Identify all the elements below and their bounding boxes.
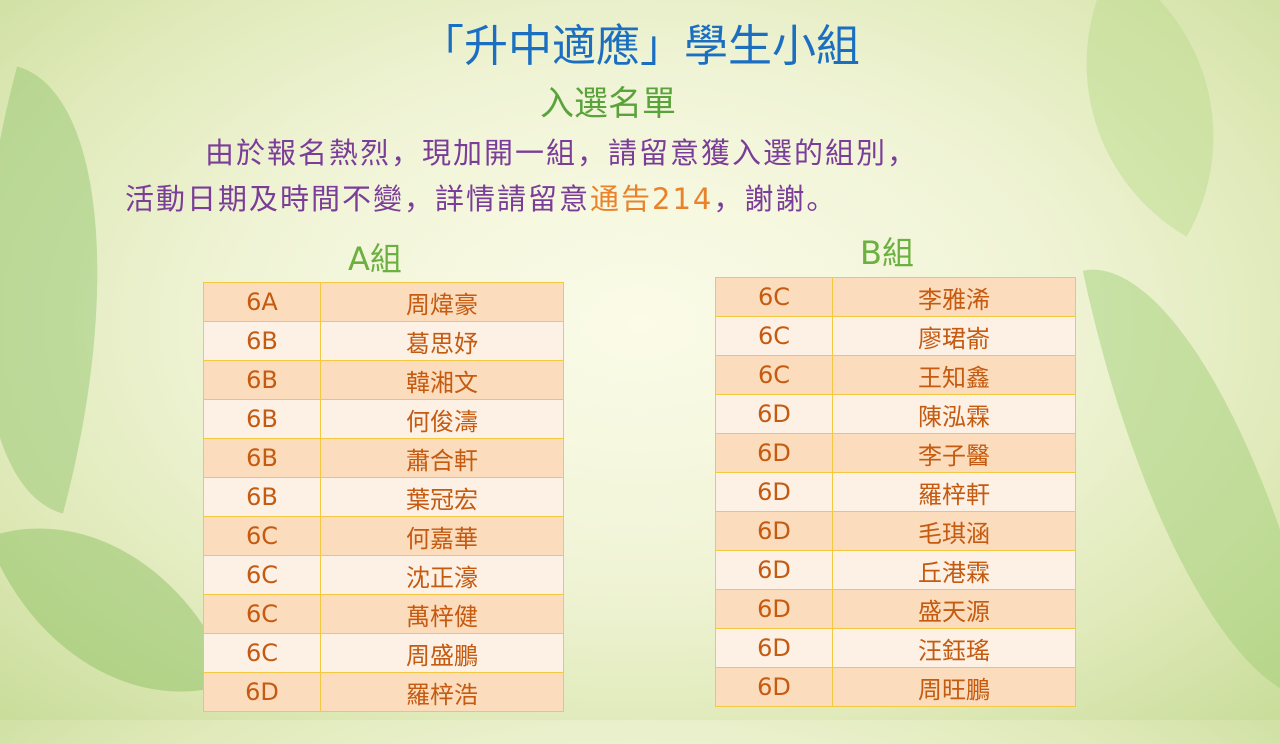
class-cell: 6B <box>203 360 321 400</box>
name-cell: 陳泓霖 <box>832 394 1076 434</box>
table-row: 6A 周煒豪 <box>203 282 564 322</box>
class-cell: 6D <box>715 394 833 434</box>
name-cell: 毛琪涵 <box>832 511 1076 551</box>
name-cell: 李子醫 <box>832 433 1076 473</box>
name-cell: 周盛鵬 <box>320 633 564 673</box>
table-row: 6D 丘港霖 <box>715 550 1076 590</box>
name-cell: 盛天源 <box>832 589 1076 629</box>
table-row: 6C 王知鑫 <box>715 355 1076 395</box>
table-row: 6C 何嘉華 <box>203 516 564 556</box>
notice-text: 活動日期及時間不變，詳情請留意 <box>125 182 591 216</box>
class-cell: 6C <box>203 516 321 556</box>
name-cell: 周煒豪 <box>320 282 564 322</box>
group-b-table: 6C 李雅浠 6C 廖珺嵛 6C 王知鑫 6D 陳泓霖 6D 李子醫 6D 羅梓軒 6D 毛琪涵 6D 丘港霖… <box>715 277 1076 707</box>
name-cell: 何俊濤 <box>320 399 564 439</box>
group-a-label: A組 <box>348 240 402 278</box>
class-cell: 6D <box>715 589 833 629</box>
table-row: 6D 盛天源 <box>715 589 1076 629</box>
notice-text-end: ，謝謝。 <box>713 182 838 216</box>
class-cell: 6D <box>715 550 833 590</box>
table-row: 6D 李子醫 <box>715 433 1076 473</box>
class-cell: 6C <box>715 316 833 356</box>
notice-line-1: 由於報名熱烈，現加開一組，請留意獲入選的組別， <box>205 136 919 170</box>
name-cell: 李雅浠 <box>832 277 1076 317</box>
class-cell: 6C <box>203 594 321 634</box>
class-cell: 6C <box>203 555 321 595</box>
table-row: 6D 毛琪涵 <box>715 511 1076 551</box>
table-row: 6C 廖珺嵛 <box>715 316 1076 356</box>
table-row: 6C 萬梓健 <box>203 594 564 634</box>
class-cell: 6B <box>203 477 321 517</box>
class-cell: 6D <box>715 433 833 473</box>
name-cell: 廖珺嵛 <box>832 316 1076 356</box>
table-row: 6B 韓湘文 <box>203 360 564 400</box>
table-row: 6D 周旺鵬 <box>715 667 1076 707</box>
notice-line-2: 活動日期及時間不變，詳情請留意通告214，謝謝。 <box>125 176 837 218</box>
name-cell: 沈正濠 <box>320 555 564 595</box>
table-row: 6B 蕭合軒 <box>203 438 564 478</box>
name-cell: 汪鈺瑤 <box>832 628 1076 668</box>
name-cell: 羅梓浩 <box>320 672 564 712</box>
class-cell: 6D <box>203 672 321 712</box>
class-cell: 6C <box>715 277 833 317</box>
class-cell: 6B <box>203 438 321 478</box>
class-cell: 6C <box>715 355 833 395</box>
class-cell: 6B <box>203 321 321 361</box>
class-cell: 6D <box>715 472 833 512</box>
class-cell: 6C <box>203 633 321 673</box>
table-row: 6B 葛思妤 <box>203 321 564 361</box>
notice-reference: 通告214 <box>590 182 714 216</box>
table-row: 6D 陳泓霖 <box>715 394 1076 434</box>
name-cell: 王知鑫 <box>832 355 1076 395</box>
name-cell: 蕭合軒 <box>320 438 564 478</box>
name-cell: 丘港霖 <box>832 550 1076 590</box>
class-cell: 6A <box>203 282 321 322</box>
group-b-label: B組 <box>860 234 914 272</box>
name-cell: 韓湘文 <box>320 360 564 400</box>
page-title: 「升中適應」學生小組 <box>420 21 860 72</box>
table-row: 6D 汪鈺瑤 <box>715 628 1076 668</box>
name-cell: 葛思妤 <box>320 321 564 361</box>
table-row: 6C 李雅浠 <box>715 277 1076 317</box>
name-cell: 周旺鵬 <box>832 667 1076 707</box>
name-cell: 羅梓軒 <box>832 472 1076 512</box>
table-row: 6C 沈正濠 <box>203 555 564 595</box>
name-cell: 何嘉華 <box>320 516 564 556</box>
class-cell: 6D <box>715 628 833 668</box>
table-row: 6D 羅梓軒 <box>715 472 1076 512</box>
leaf-decoration <box>0 475 233 744</box>
class-cell: 6D <box>715 667 833 707</box>
table-row: 6C 周盛鵬 <box>203 633 564 673</box>
page-subtitle: 入選名單 <box>540 84 676 124</box>
name-cell: 萬梓健 <box>320 594 564 634</box>
name-cell: 葉冠宏 <box>320 477 564 517</box>
table-row: 6B 葉冠宏 <box>203 477 564 517</box>
group-a-table: 6A 周煒豪 6B 葛思妤 6B 韓湘文 6B 何俊濤 6B 蕭合軒 6B 葉冠宏 6C 何嘉華 6C 沈正濠… <box>203 282 564 712</box>
leaf-decoration <box>1082 239 1280 731</box>
class-cell: 6D <box>715 511 833 551</box>
table-row: 6D 羅梓浩 <box>203 672 564 712</box>
table-row: 6B 何俊濤 <box>203 399 564 439</box>
leaf-decoration <box>0 66 172 514</box>
class-cell: 6B <box>203 399 321 439</box>
